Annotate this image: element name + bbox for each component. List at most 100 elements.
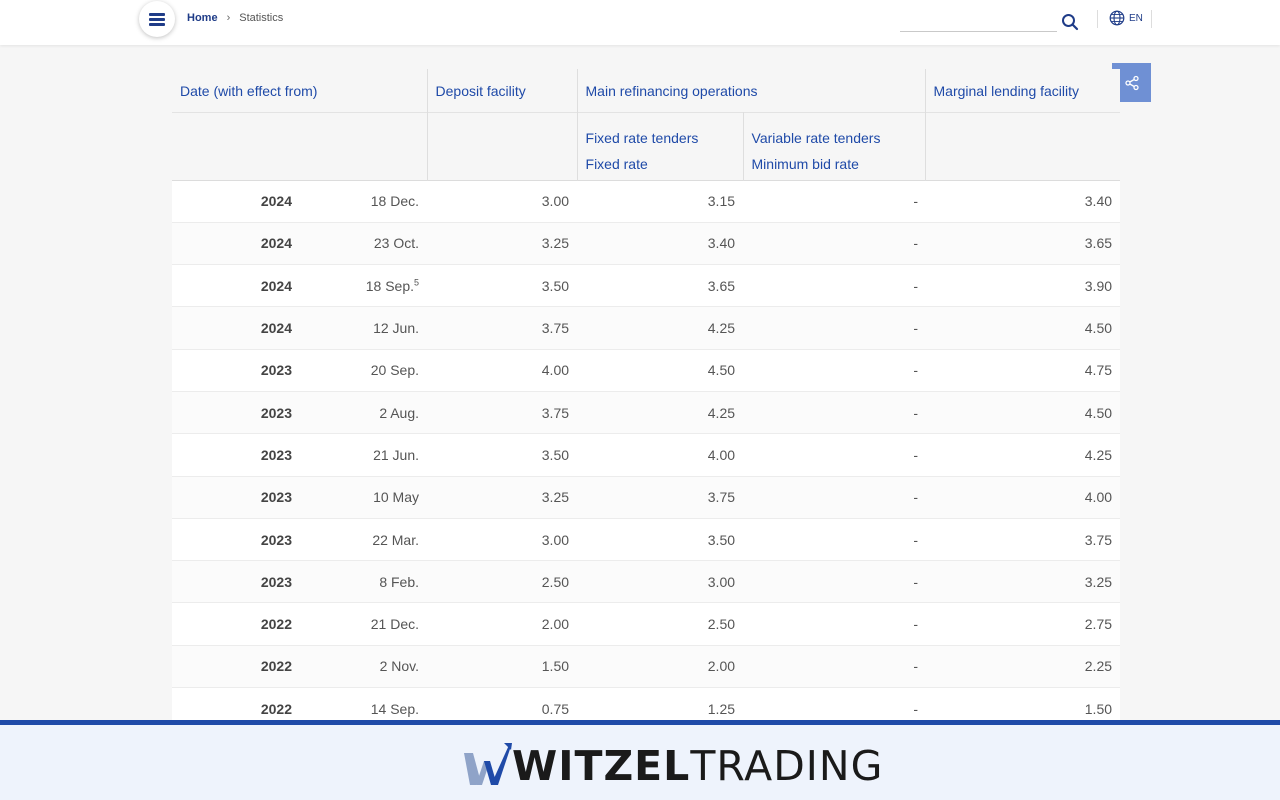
header-fixed-rate-tenders: Fixed rate tenders Fixed rate — [577, 111, 744, 180]
fixed-rate-cell: 1.25 — [707, 700, 736, 717]
variable-rate-cell: - — [913, 362, 919, 379]
year-cell: 2022 — [260, 700, 292, 717]
date-text: 20 Sep. — [370, 362, 420, 379]
header-main-refinancing: Main refinancing operations — [577, 69, 926, 112]
date-cell: 23 Oct. — [292, 222, 427, 264]
date-cell: 12 Jun. — [292, 307, 427, 349]
minimum-bid-rate-label: Minimum bid rate — [751, 155, 859, 172]
menu-button[interactable] — [139, 1, 175, 37]
fixed-rate-cell: 3.75 — [707, 489, 736, 506]
year-cell: 2023 — [260, 362, 292, 379]
footnote-marker[interactable]: 5 — [414, 277, 420, 288]
year-cell: 2022 — [260, 616, 292, 633]
deposit-cell: 3.25 — [541, 235, 570, 252]
table-row: 2023 22 Mar. 3.00 3.50 - 3.75 — [172, 518, 1121, 561]
variable-rate-cell: - — [913, 700, 919, 717]
table-row: 2023 21 Jun. 3.50 4.00 - 4.25 — [172, 433, 1121, 477]
variable-rate-cell: - — [913, 277, 919, 294]
year-cell: 2022 — [260, 658, 292, 675]
table-row: 2022 2 Nov. 1.50 2.00 - 2.25 — [172, 645, 1121, 688]
variable-rate-cell: - — [913, 616, 919, 633]
deposit-cell: 3.00 — [541, 531, 570, 548]
share-button[interactable] — [1112, 63, 1151, 102]
logo-w-mark — [464, 743, 512, 785]
variable-rate-cell: - — [913, 573, 919, 590]
variable-rate-cell: - — [913, 446, 919, 463]
variable-rate-cell: - — [913, 320, 919, 337]
header-divider — [1097, 10, 1098, 28]
language-selector[interactable]: EN — [1109, 10, 1143, 26]
year-cell: 2024 — [260, 193, 292, 210]
globe-icon — [1109, 10, 1125, 26]
date-text: 8 Feb. — [379, 573, 420, 590]
marginal-cell: 4.00 — [1084, 489, 1113, 506]
marginal-cell: 3.25 — [1084, 573, 1113, 590]
table-row: 2023 2 Aug. 3.75 4.25 - 4.50 — [172, 391, 1121, 434]
breadcrumb-current: Statistics — [239, 12, 284, 24]
table-row: 2024 18 Dec. 3.00 3.15 - 3.40 — [172, 180, 1121, 223]
fixed-rate-cell: 4.25 — [707, 404, 736, 421]
search-underline — [900, 31, 1057, 32]
date-cell: 2 Nov. — [292, 645, 427, 687]
deposit-cell: 3.00 — [541, 193, 570, 210]
date-text: 18 Sep. — [365, 277, 414, 294]
date-cell: 18 Dec. — [292, 180, 427, 222]
deposit-cell: 4.00 — [541, 362, 570, 379]
table-row: 2022 21 Dec. 2.00 2.50 - 2.75 — [172, 602, 1121, 646]
deposit-cell: 3.25 — [541, 489, 570, 506]
table-row: 2024 23 Oct. 3.25 3.40 - 3.65 — [172, 222, 1121, 265]
variable-rate-cell: - — [913, 235, 919, 252]
marginal-cell: 3.90 — [1084, 277, 1113, 294]
marginal-cell: 2.25 — [1084, 658, 1113, 675]
date-text: 21 Dec. — [370, 616, 420, 633]
year-cell: 2023 — [260, 404, 292, 421]
footer-banner: WITZEL TRADING — [0, 720, 1280, 800]
breadcrumb: Home › Statistics — [187, 12, 283, 24]
date-cell: 2 Aug. — [292, 391, 427, 433]
date-cell: 21 Jun. — [292, 434, 427, 476]
interest-rates-table: Date (with effect from) Deposit facility… — [172, 69, 1121, 730]
marginal-cell: 4.25 — [1084, 446, 1113, 463]
deposit-cell: 1.50 — [541, 658, 570, 675]
marginal-cell: 3.65 — [1084, 235, 1113, 252]
year-cell: 2024 — [260, 235, 292, 252]
fixed-rate-tenders-label: Fixed rate tenders — [585, 129, 699, 146]
deposit-cell: 3.75 — [541, 320, 570, 337]
marginal-cell: 2.75 — [1084, 616, 1113, 633]
marginal-cell: 3.40 — [1084, 193, 1113, 210]
date-text: 23 Oct. — [373, 235, 420, 252]
date-cell: 14 Sep. — [292, 688, 427, 730]
variable-rate-tenders-label: Variable rate tenders — [751, 129, 881, 146]
date-cell: 18 Sep.5 — [292, 265, 427, 307]
marginal-cell: 3.75 — [1084, 531, 1113, 548]
variable-rate-cell: - — [913, 531, 919, 548]
search-icon[interactable] — [1061, 13, 1079, 31]
year-cell: 2023 — [260, 489, 292, 506]
witzel-trading-logo: WITZEL TRADING — [462, 737, 883, 795]
marginal-cell: 1.50 — [1084, 700, 1113, 717]
date-text: 14 Sep. — [370, 700, 420, 717]
variable-rate-cell: - — [913, 193, 919, 210]
fixed-rate-label: Fixed rate — [585, 155, 648, 172]
search-input[interactable] — [900, 12, 1057, 30]
variable-rate-cell: - — [913, 489, 919, 506]
date-cell: 10 May — [292, 476, 427, 518]
fixed-rate-cell: 2.50 — [707, 616, 736, 633]
date-cell: 22 Mar. — [292, 518, 427, 560]
year-cell: 2024 — [260, 277, 292, 294]
breadcrumb-home-link[interactable]: Home — [187, 12, 218, 24]
header-date-sub — [172, 111, 428, 180]
date-cell: 8 Feb. — [292, 561, 427, 603]
year-cell: 2023 — [260, 531, 292, 548]
header-date: Date (with effect from) — [172, 69, 428, 112]
fixed-rate-cell: 4.25 — [707, 320, 736, 337]
deposit-cell: 2.00 — [541, 616, 570, 633]
date-text: 2 Aug. — [379, 404, 420, 421]
fixed-rate-cell: 3.00 — [707, 573, 736, 590]
marginal-cell: 4.75 — [1084, 362, 1113, 379]
header-deposit-facility: Deposit facility — [427, 69, 578, 112]
variable-rate-cell: - — [913, 404, 919, 421]
logo-text-bold: WITZEL — [512, 742, 691, 790]
date-text: 22 Mar. — [372, 531, 420, 548]
deposit-cell: 3.50 — [541, 446, 570, 463]
